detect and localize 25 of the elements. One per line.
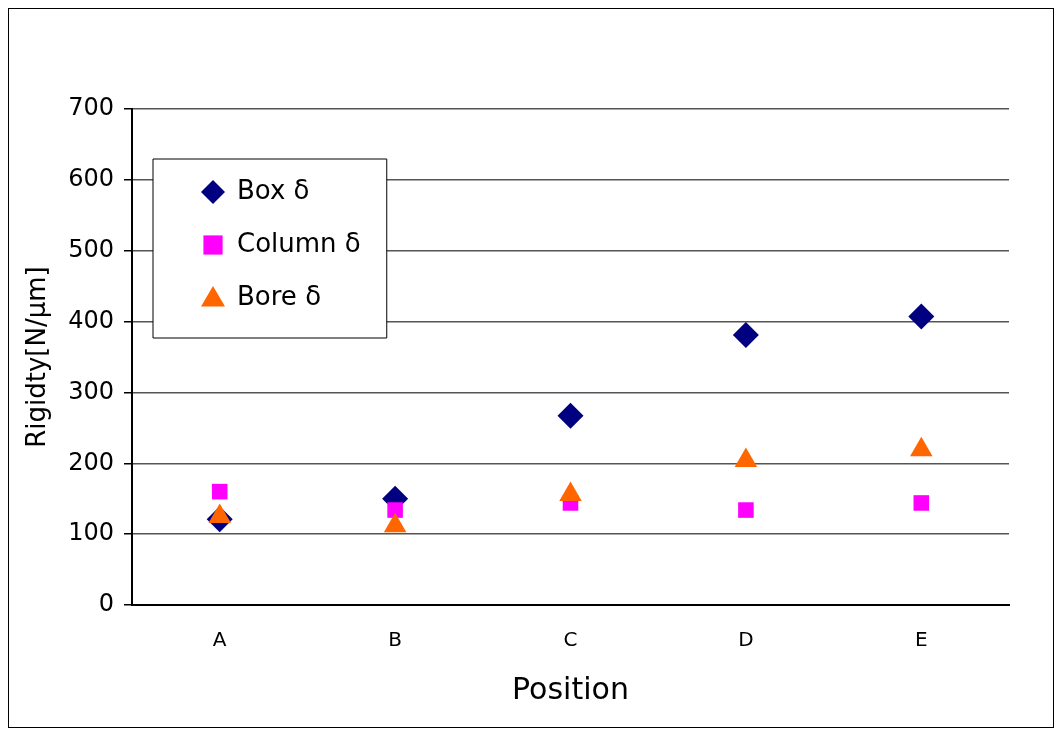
legend-label: Bore δ xyxy=(237,280,322,311)
y-axis-title: Rigidty[N/μm] xyxy=(21,266,52,448)
y-tick-label: 400 xyxy=(68,305,115,334)
x-tick-label: C xyxy=(563,627,578,652)
point xyxy=(908,303,935,330)
y-tick-label: 300 xyxy=(68,376,115,405)
x-tick-label: A xyxy=(212,627,227,652)
x-tick-label: E xyxy=(914,627,928,652)
x-tick-label: D xyxy=(738,627,754,652)
legend-label: Box δ xyxy=(237,174,310,205)
y-tick-label: 700 xyxy=(68,93,115,122)
y-tick-label: 600 xyxy=(68,164,115,193)
y-tick-label: 100 xyxy=(68,518,115,547)
point xyxy=(738,502,754,518)
y-tick-label: 0 xyxy=(98,589,115,618)
y-tick-label: 500 xyxy=(68,234,115,263)
point xyxy=(913,495,930,511)
x-axis-title: Position xyxy=(512,670,629,706)
point xyxy=(557,402,584,429)
y-tick-label: 200 xyxy=(68,447,115,476)
point xyxy=(732,322,759,349)
legend-label: Column δ xyxy=(237,227,361,258)
point xyxy=(387,502,403,518)
point xyxy=(211,483,228,500)
x-tick-label: B xyxy=(388,627,402,652)
